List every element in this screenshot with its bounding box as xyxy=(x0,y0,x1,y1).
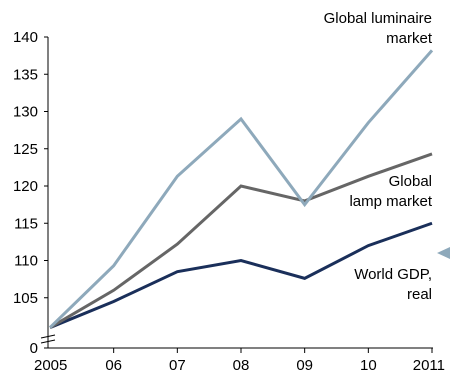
series-label-2: real xyxy=(407,286,432,303)
x-tick-label: 08 xyxy=(233,357,250,373)
y-tick-label: 0 xyxy=(30,340,38,357)
y-tick-label: 105 xyxy=(13,290,38,307)
series-labels: Global luminaire market Global lamp market W… xyxy=(324,10,433,303)
y-tick-label: 120 xyxy=(13,178,38,195)
series-label-0: market xyxy=(386,30,433,47)
y-tick-label: 140 xyxy=(13,29,38,46)
x-ticks: 2005 06 07 08 09 10 2011 xyxy=(34,348,445,373)
x-tick-label: 09 xyxy=(296,357,313,373)
axis-break-icon xyxy=(40,334,56,344)
series-lines xyxy=(48,49,434,329)
y-ticks: 0 105 110 115 120 125 130 135 140 xyxy=(13,29,48,357)
x-tick-label: 07 xyxy=(169,357,186,373)
series-line-0 xyxy=(48,49,434,329)
x-tick-label: 10 xyxy=(360,357,377,373)
series-label-0: Global luminaire xyxy=(324,10,432,27)
y-tick-label: 130 xyxy=(13,104,38,121)
x-tick-label: 06 xyxy=(105,357,122,373)
y-tick-label: 125 xyxy=(13,141,38,158)
y-tick-label: 135 xyxy=(13,66,38,83)
x-tick-label: 2005 xyxy=(34,357,67,373)
series-label-1: Global xyxy=(389,173,432,190)
series-label-2: World GDP, xyxy=(354,266,432,283)
series-line-2 xyxy=(49,221,433,329)
y-tick-label: 110 xyxy=(14,253,38,270)
series-label-1: lamp market xyxy=(349,193,432,210)
x-tick-label: 2011 xyxy=(413,357,445,373)
series-line-1 xyxy=(49,152,433,329)
y-tick-label: 115 xyxy=(14,215,38,232)
pointer-triangle-icon xyxy=(437,247,450,259)
